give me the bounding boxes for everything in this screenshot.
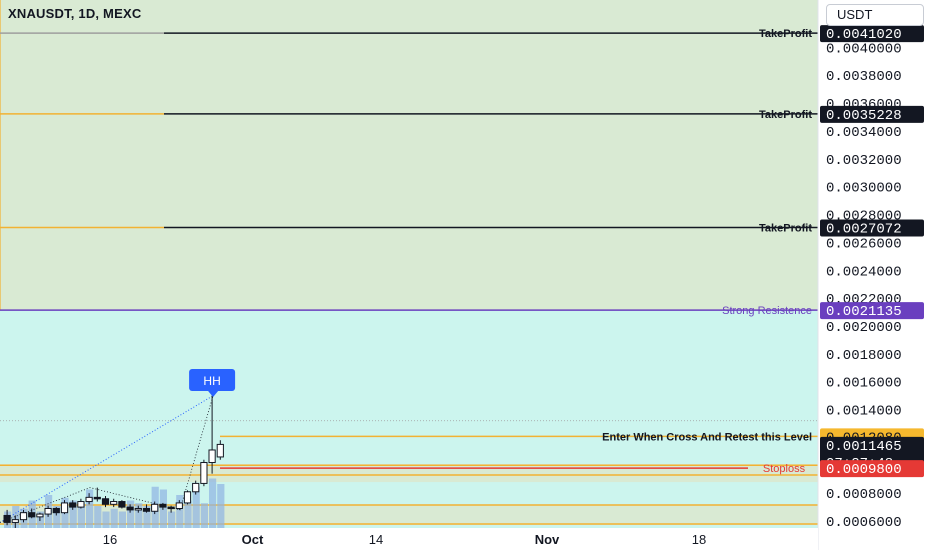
volume-bar (135, 503, 143, 528)
candle-body (52, 507, 60, 514)
takeprofit-price-tag (820, 219, 924, 237)
candle-body (151, 503, 159, 512)
hh-badge (189, 369, 236, 391)
candle-body (134, 507, 142, 511)
takeprofit-price-tag-text: 0.0041020 (826, 27, 902, 43)
candle-body (142, 507, 151, 512)
x-tick-label: 14 (369, 532, 383, 547)
hh-badge-label: HH (203, 374, 220, 388)
candle-body (110, 501, 118, 505)
volume-bar (192, 486, 200, 528)
x-tick-label: 18 (692, 532, 706, 547)
candle-body (183, 491, 192, 504)
stoploss-price-tag (820, 460, 924, 478)
candle-body (3, 514, 11, 523)
candle-body (126, 506, 134, 511)
candle-body (118, 501, 126, 508)
candle-body (175, 502, 183, 509)
x-tick-label: 16 (103, 532, 117, 547)
x-tick-label: Nov (535, 532, 560, 547)
candle-body (44, 507, 52, 515)
candle-body (216, 443, 224, 458)
candle-body (101, 498, 110, 505)
volume-bar (53, 506, 61, 528)
volume-bar (127, 500, 135, 528)
volume-bar (102, 511, 110, 528)
volume-bar (94, 506, 102, 528)
symbol-title: XNAUSDT, 1D, MEXC (8, 6, 142, 21)
y-tick-label: 0.0016000 (826, 376, 902, 392)
volume-bar (184, 500, 192, 528)
volume-bar (200, 503, 208, 528)
hh-badge-pointer (208, 391, 219, 397)
candle-body (28, 512, 36, 518)
zigzag-line (0, 395, 214, 523)
resistance-price-tag-text: 0.0021135 (826, 304, 902, 320)
volume-bar (69, 500, 77, 528)
y-tick-label: 0.0006000 (826, 515, 902, 531)
trend-line (0, 395, 214, 523)
volume-bar (217, 484, 225, 528)
y-tick-label: 0.0014000 (826, 404, 902, 420)
takeprofit-label: TakeProfit (759, 222, 812, 234)
candle-body (11, 519, 19, 523)
support-zone-bg (0, 464, 818, 483)
volume-bar (168, 511, 176, 528)
y-tick-label: 0.0020000 (826, 320, 902, 336)
y-tick-label: 0.0026000 (826, 236, 902, 252)
takeprofit-price-tag-text: 0.0027072 (826, 221, 902, 237)
candle-body (60, 502, 69, 514)
takeprofit-label: TakeProfit (759, 28, 812, 40)
volume-bar (176, 495, 184, 528)
candle-body (85, 496, 93, 503)
volume-bar (118, 511, 126, 528)
entry-label: Enter When Cross And Retest this Level (602, 431, 812, 443)
volume-bar (77, 503, 85, 528)
stoploss-price-tag-text: 0.0009800 (826, 462, 902, 478)
candle-body (208, 449, 216, 464)
volume-bar (86, 489, 94, 528)
candle-body (200, 462, 208, 484)
takeprofit-price-tag (820, 105, 924, 123)
y-tick-label: 0.0008000 (826, 487, 902, 503)
y-tick-label: 0.0024000 (826, 264, 902, 280)
candle-body (36, 513, 44, 518)
candle-body (159, 503, 167, 508)
y-tick-label: 0.0030000 (826, 181, 902, 197)
candle-body (167, 506, 175, 510)
takeprofit-price-tag-text: 0.0035228 (826, 108, 902, 124)
y-tick-label: 0.0040000 (826, 41, 902, 57)
y-tick-label: 0.0018000 (826, 348, 902, 364)
takeprofit-label: TakeProfit (759, 109, 812, 121)
stoploss-label: Stoploss (763, 463, 806, 475)
y-tick-label: 0.0038000 (826, 69, 902, 85)
takeprofit-price-tag (820, 25, 924, 43)
y-tick-label: 0.0032000 (826, 153, 902, 169)
x-tick-label: Oct (242, 532, 264, 547)
y-tick-label: 0.0034000 (826, 125, 902, 141)
volume-bar (110, 508, 118, 528)
candle-body (192, 482, 200, 493)
resistance-zone-bg (0, 0, 818, 311)
candle-body (77, 501, 85, 508)
candle-body (69, 502, 77, 508)
currency-selector[interactable]: USDT (826, 4, 924, 26)
resistance-label: Strong Resistence (722, 305, 812, 317)
resistance-price-tag (820, 302, 924, 320)
volume-bar (143, 506, 151, 528)
candle-body (19, 512, 28, 521)
current-price-text: 0.0011465 (826, 439, 902, 455)
time-axis-bg (0, 528, 818, 550)
candle-body (93, 496, 101, 500)
volume-bar (209, 478, 217, 528)
